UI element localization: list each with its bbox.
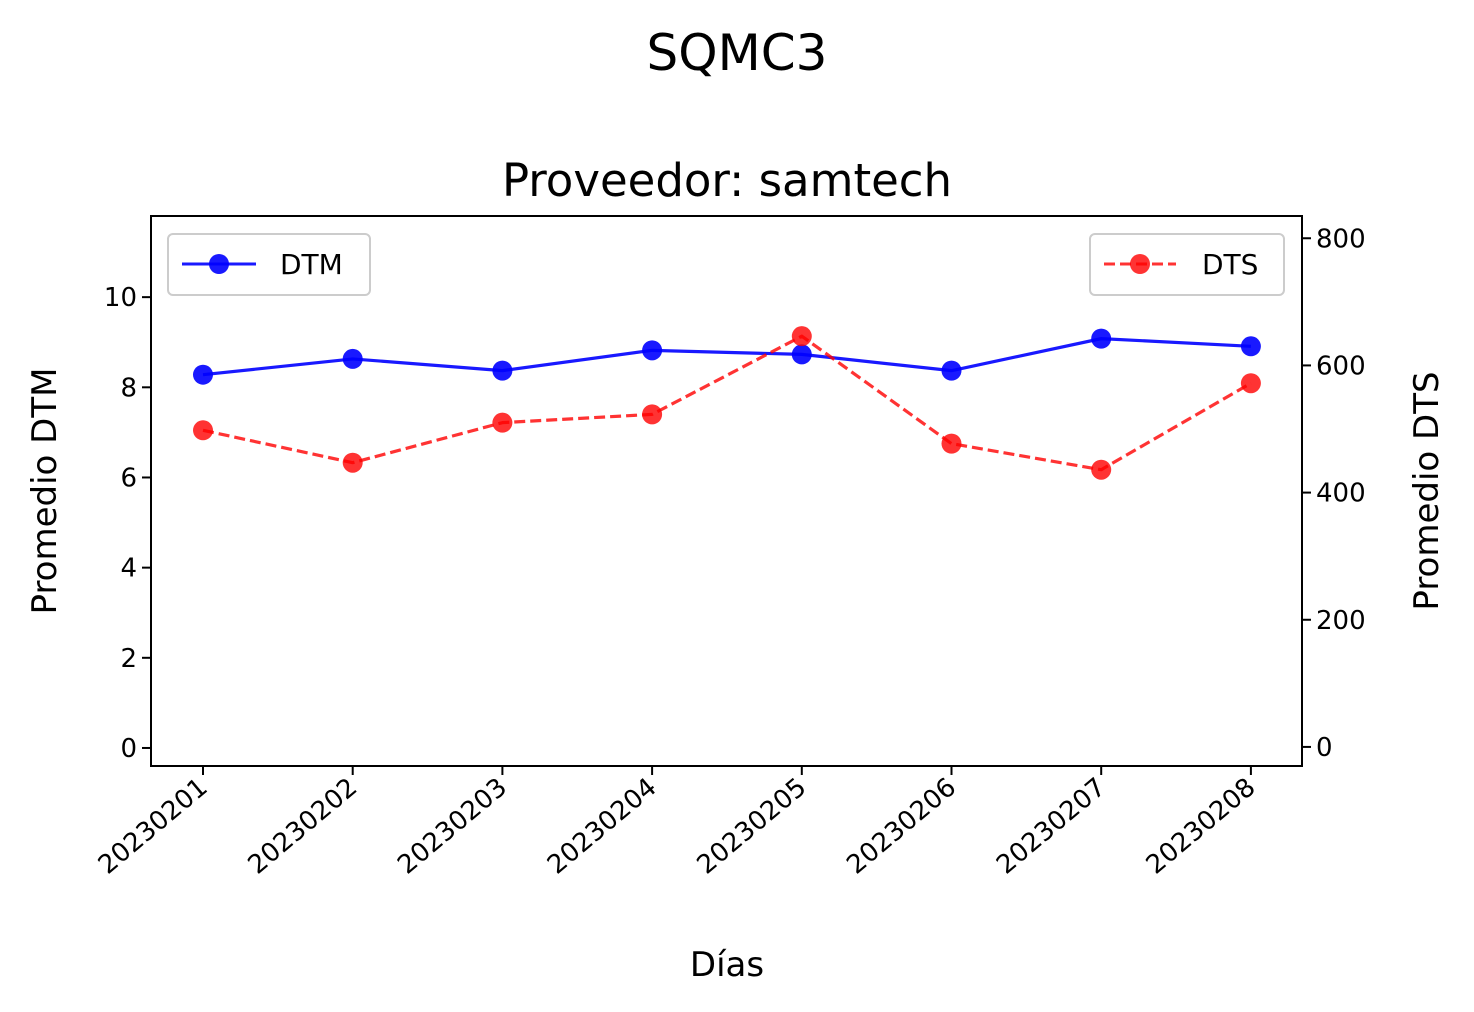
y-right-tick-label: 400 [1316,479,1366,509]
y-axis-left-label: Promedio DTM [25,368,65,615]
series-dts-point [642,404,663,425]
series-dts-point [193,420,213,441]
x-tick-label: 20230207 [991,772,1112,880]
x-tick-label: 20230203 [392,772,513,880]
plot-frame [150,215,1303,767]
chart-marks: 20230201 20230202 20230203 20230204 20230205… [93,224,1366,880]
legend-dts: DTS [1089,233,1285,296]
y-left-tick-label: 0 [120,734,137,764]
series-dts-point [791,326,812,347]
series-dtm-line [202,337,1251,377]
y-axis-right-label: Promedio DTS [1407,371,1447,610]
y-left-tick-label: 2 [120,644,137,674]
legend-dts-label: DTS [1202,248,1258,281]
series-dtm-point [1240,336,1261,357]
y-right-tick-label: 600 [1316,351,1366,381]
x-tick-label: 20230202 [243,772,364,880]
series-dtm-point [342,348,363,369]
legend-dtm-marker [209,254,229,274]
y-left-tick-label: 4 [120,554,137,584]
y-right-tick-label: 800 [1316,224,1366,254]
legend-dts-marker [1130,254,1150,274]
chart-suptitle: SQMC3 [647,24,828,82]
legend-dtm-label: DTM [280,248,343,281]
x-tick-label: 20230204 [542,772,663,880]
series-dts-point [1091,459,1112,480]
series-dtm-point [791,344,812,365]
series-dts-line [202,334,1252,472]
x-axis-label: Días [690,945,764,985]
x-tick-label: 20230208 [1141,772,1262,880]
series-dtm-point [492,360,513,381]
y-left-tick-label: 8 [120,373,137,403]
series-dtm-point [941,360,962,381]
series-dtm-point [1091,328,1112,349]
y-left-tick-label: 10 [104,283,137,313]
legend-dtm: DTM [167,233,371,296]
x-tick-label: 20230201 [93,772,214,880]
series-dtm-point [642,340,663,361]
legend-dtm-box [167,233,371,296]
series-dts-point [941,433,962,454]
series-dtm-point [193,364,213,385]
x-tick-label: 20230205 [692,772,813,880]
series-dts-point [342,452,363,473]
x-tick-label: 20230206 [841,772,962,880]
series-dts-point [1240,373,1261,394]
series-dts-point [492,412,513,433]
y-left-tick-label: 6 [120,463,137,493]
y-right-tick-label: 200 [1316,606,1366,636]
y-right-tick-label: 0 [1316,733,1333,763]
chart-title: Proveedor: samtech [502,154,952,207]
legend-dts-box [1089,233,1285,296]
